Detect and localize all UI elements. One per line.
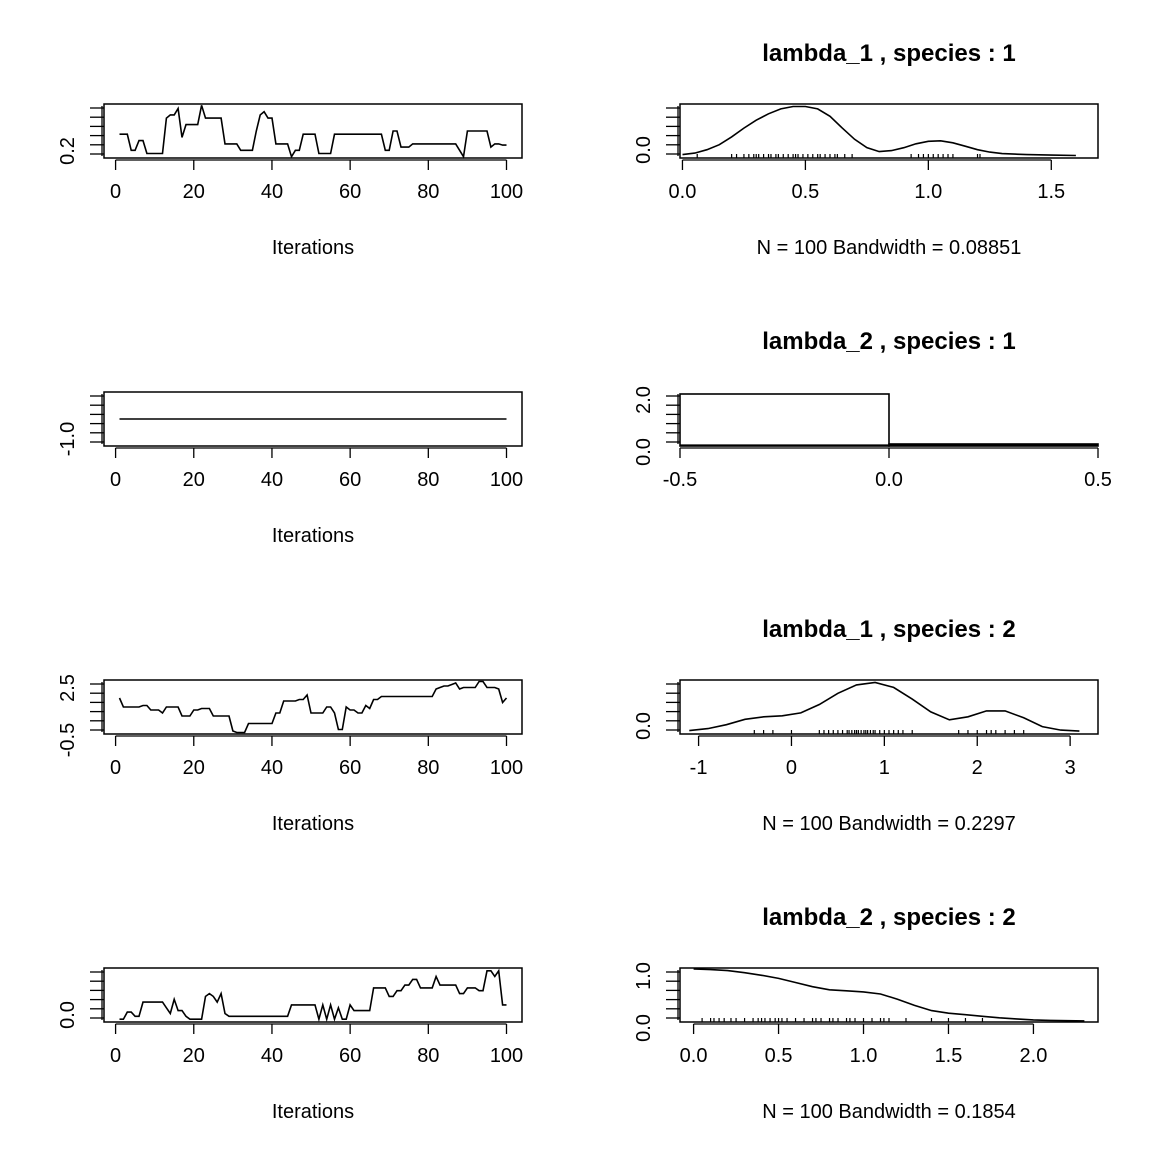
density-curve <box>689 681 1080 732</box>
y-tick-label: 1.0 <box>633 962 655 990</box>
trace-line <box>119 105 507 159</box>
plot-frame <box>103 391 523 447</box>
density-curve <box>693 968 1085 1022</box>
histogram-bar-1 <box>679 393 890 447</box>
x-tick-label: 100 <box>490 1045 523 1067</box>
y-tick-label: 2.5 <box>57 674 79 702</box>
panel-title: lambda_1 , species : 1 <box>762 40 1015 67</box>
x-tick-label: 60 <box>339 469 361 491</box>
trace-line <box>119 968 507 1023</box>
x-tick-label: 0 <box>110 757 121 779</box>
y-tick-label: 0.0 <box>633 1014 655 1042</box>
x-tick-label: 1 <box>879 757 890 779</box>
x-axis-label: N = 100 Bandwidth = 0.08851 <box>757 237 1022 259</box>
panel-2-density: lambda_2 , species : 1 -0.5 0.0 0.5 0.0 2.0 <box>633 328 1112 491</box>
x-tick-label: 0 <box>110 1045 121 1067</box>
y-tick-label: -1.0 <box>57 422 79 456</box>
panel-4-density: lambda_2 , species : 2 0.0 0.5 1.0 1.5 2.0 0.0… <box>633 904 1099 1123</box>
panel-1-density: lambda_1 , species : 1 0.0 0.5 1.0 1.5 0.0 N =… <box>633 40 1099 259</box>
x-tick-label: 40 <box>261 181 283 203</box>
x-tick-label: 80 <box>417 1045 439 1067</box>
y-tick-label: 0.0 <box>633 712 655 740</box>
panel-title: lambda_2 , species : 1 <box>762 328 1015 355</box>
plot-frame <box>103 103 523 159</box>
x-tick-label: 40 <box>261 1045 283 1067</box>
x-tick-label: 0 <box>110 181 121 203</box>
x-tick-label: 80 <box>417 757 439 779</box>
x-tick-label: 80 <box>417 469 439 491</box>
y-tick-label: 0.0 <box>633 438 655 466</box>
plot-frame <box>679 103 1099 159</box>
x-tick-label: 0.5 <box>791 181 819 203</box>
x-tick-label: 1.0 <box>850 1045 878 1067</box>
x-tick-label: 20 <box>183 1045 205 1067</box>
x-tick-label: 1.0 <box>914 181 942 203</box>
x-tick-label: 0.0 <box>680 1045 708 1067</box>
y-tick-label: -0.5 <box>57 723 79 757</box>
y-tick-label: 0.2 <box>57 137 79 165</box>
x-tick-label: 0 <box>786 757 797 779</box>
x-tick-label: 40 <box>261 757 283 779</box>
x-tick-label: 0.5 <box>765 1045 793 1067</box>
panel-1-trace: 0 20 40 60 80 100 0.2 Iterations <box>57 103 523 259</box>
x-tick-label: 60 <box>339 181 361 203</box>
x-axis-label: Iterations <box>272 237 354 259</box>
plot-frame <box>103 967 523 1023</box>
x-axis-label: N = 100 Bandwidth = 0.2297 <box>762 813 1016 835</box>
x-tick-label: 20 <box>183 181 205 203</box>
y-tick-label: 0.0 <box>57 1001 79 1029</box>
x-axis-label: Iterations <box>272 1101 354 1123</box>
x-tick-label: 0.5 <box>1084 469 1112 491</box>
density-curve <box>682 105 1076 157</box>
panel-3-density: lambda_1 , species : 2 -1 0 1 2 3 0.0 N = 100 B… <box>633 616 1099 835</box>
x-tick-label: -0.5 <box>663 469 697 491</box>
x-axis-label: Iterations <box>272 525 354 547</box>
x-tick-label: 0.0 <box>875 469 903 491</box>
y-tick-label: 2.0 <box>633 386 655 414</box>
x-tick-label: 100 <box>490 469 523 491</box>
x-tick-label: 0.0 <box>669 181 697 203</box>
panel-2-trace: 0 20 40 60 80 100 -1.0 Iterations <box>57 391 523 547</box>
x-tick-label: 0 <box>110 469 121 491</box>
x-tick-label: 2 <box>972 757 983 779</box>
x-axis-label: N = 100 Bandwidth = 0.1854 <box>762 1101 1016 1123</box>
y-tick-label: 0.0 <box>633 136 655 164</box>
x-tick-label: 100 <box>490 181 523 203</box>
x-tick-label: 60 <box>339 1045 361 1067</box>
x-tick-label: 1.5 <box>1037 181 1065 203</box>
plot-frame <box>103 679 523 735</box>
x-tick-label: -1 <box>690 757 708 779</box>
x-tick-label: 20 <box>183 757 205 779</box>
x-tick-label: 100 <box>490 757 523 779</box>
panel-title: lambda_2 , species : 2 <box>762 904 1015 931</box>
plot-frame <box>679 967 1099 1023</box>
x-tick-label: 60 <box>339 757 361 779</box>
x-tick-label: 20 <box>183 469 205 491</box>
x-tick-label: 1.5 <box>935 1045 963 1067</box>
panel-4-trace: 0 20 40 60 80 100 0.0 Iterations <box>57 967 523 1123</box>
x-tick-label: 40 <box>261 469 283 491</box>
x-tick-label: 3 <box>1065 757 1076 779</box>
x-axis-label: Iterations <box>272 813 354 835</box>
x-tick-label: 80 <box>417 181 439 203</box>
panel-3-trace: 0 20 40 60 80 100 -0.5 2.5 Iterations <box>57 674 523 835</box>
plot-frame <box>679 679 1099 735</box>
x-tick-label: 2.0 <box>1020 1045 1048 1067</box>
panel-title: lambda_1 , species : 2 <box>762 616 1015 643</box>
trace-line <box>118 680 508 734</box>
